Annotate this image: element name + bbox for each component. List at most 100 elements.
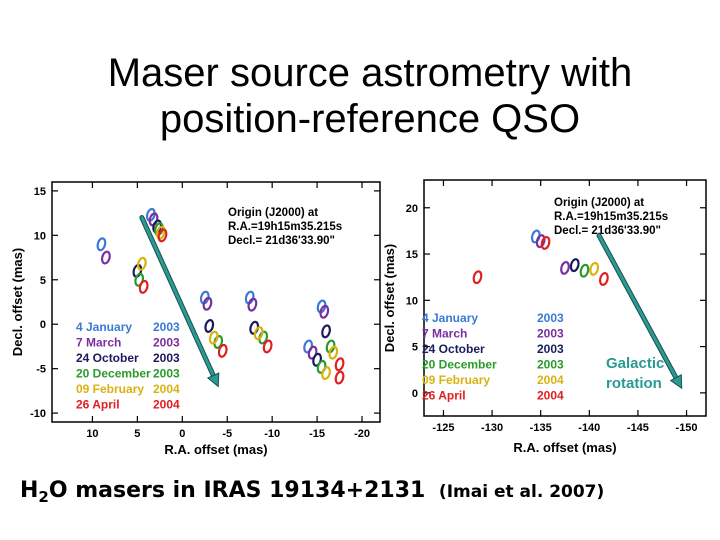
maser-spot-2004-02-09 [253,326,264,341]
legend-date: 4 January [422,311,478,325]
y-axis-label: Decl. offset (mas) [10,248,25,356]
maser-spot-2003-03-07 [247,297,258,312]
x-axis-label: R.A. offset (mas) [513,440,616,455]
plot-frame [51,181,381,423]
maser-spot-2004-04-26 [157,228,168,243]
maser-spot-2003-10-24 [204,319,215,333]
legend-year: 2003 [153,336,180,350]
legend-date: 7 March [76,336,121,350]
galactic-rotation-label: Galactic [606,355,664,372]
galactic-rotation-label: rotation [606,375,662,392]
legend-date: 20 December [76,367,151,381]
maser-spot-2004-04-26 [598,272,609,286]
y-tick-label: -5 [36,364,46,376]
x-tick-label: 10 [86,428,98,440]
maser-spot-2003-12-20 [579,263,590,278]
maser-spot-2003-03-07 [535,234,546,249]
maser-spot-2004-04-26 [138,279,149,294]
legend-date: 09 February [76,382,144,396]
legend-date: 09 February [422,373,490,387]
legend-date: 24 October [76,351,139,365]
maser-spot-2004-02-09 [589,261,600,276]
x-tick-label: -135 [530,422,552,434]
slide-title: Maser source astrometry with position-re… [40,50,700,142]
x-tick-label: -5 [222,428,232,440]
motion-arrow-shaft [597,234,678,380]
plot-frame [423,179,707,417]
y-axis-label: Decl. offset (mas) [382,244,397,352]
maser-spot-2004-04-26 [540,235,551,250]
x-tick-label: -145 [627,422,649,434]
legend-year: 2003 [537,327,564,341]
x-axis-label: R.A. offset (mas) [164,442,267,457]
legend-year: 2004 [153,398,180,412]
y-tick-label: 15 [406,249,418,261]
motion-arrow-head [669,374,683,390]
maser-spot-2003-03-07 [560,260,570,275]
y-tick-label: 0 [412,388,418,400]
x-tick-label: 0 [179,428,185,440]
maser-spot-2003-03-07 [307,345,318,360]
maser-spot-2003-03-07 [319,304,330,319]
legend-year: 2003 [537,342,564,356]
legend-year: 2003 [537,311,564,325]
maser-spot-2004-02-09 [328,345,339,360]
y-tick-label: 20 [406,203,418,215]
maser-spot-2004-02-09 [208,330,219,345]
x-tick-label: -125 [432,422,454,434]
maser-spot-2004-04-26 [262,339,273,354]
legend-year: 2004 [537,373,564,387]
caption-subscript: 2 [38,488,49,506]
legend-year: 2003 [153,351,180,365]
y-tick-label: 10 [34,230,46,242]
origin-text-line: R.A.=19h15m35.215s [554,211,668,223]
x-tick-label: -20 [354,428,370,440]
title-line-1: Maser source astrometry with [107,51,633,95]
legend-year: 2003 [153,367,180,381]
left-maser-plot: 10 5 0 -5 -10 -15 -20 15 10 5 0 -5 -10 R.A. offset (m… [10,181,381,457]
legend-date: 7 March [422,327,467,341]
figure-caption: H2O masers in IRAS 19134+2131 (Imai et a… [20,478,604,506]
origin-text-line: Decl.= 21d36'33.90" [228,235,335,247]
y-tick-label: 5 [40,275,46,287]
maser-spot-2003-10-24 [312,352,323,367]
y-tick-label: -10 [30,408,46,420]
x-tick-label: -140 [578,422,600,434]
x-tick-label: 5 [134,428,140,440]
maser-spot-2004-04-26 [334,370,345,385]
maser-spot-2003-03-07 [202,296,213,311]
origin-text-line: Origin (J2000) at [554,197,644,209]
legend-year: 2004 [537,389,564,403]
x-tick-label: -150 [676,422,698,434]
maser-spot-2003-10-24 [321,324,331,339]
motion-arrow-head [206,372,220,388]
caption-text: O masers in IRAS 19134+2131 [48,478,426,503]
origin-text-line: Decl.= 21d36'33.90" [554,225,661,237]
maser-spot-2004-02-09 [136,256,147,271]
origin-text-line: Origin (J2000) at [228,207,318,219]
x-tick-label: -130 [481,422,503,434]
origin-text-line: R.A.=19h15m35.215s [228,221,342,233]
y-tick-label: 0 [40,319,46,331]
maser-spot-2003-03-07 [101,250,111,265]
maser-spot-2003-12-20 [134,272,145,287]
y-tick-label: 15 [34,186,46,198]
maser-spot-2004-04-26 [472,270,483,285]
maser-spot-2004-04-26 [217,343,228,358]
maser-spot-2003-01-04 [96,237,107,252]
legend-year: 2004 [153,382,180,396]
caption-reference: (Imai et al. 2007) [438,482,605,502]
maser-spot-2003-10-24 [569,258,580,273]
legend-date: 26 April [422,389,466,403]
title-line-2: position-reference QSO [159,97,581,141]
legend-date: 26 April [76,398,120,412]
y-tick-label: 5 [412,342,418,354]
legend-date: 24 October [422,342,485,356]
maser-spot-2004-04-26 [334,357,345,372]
legend-year: 2003 [537,358,564,372]
motion-arrow-shaft [140,216,215,378]
right-maser-plot: -125 -130 -135 -140 -145 -150 20 15 10 5 0 R.A. off… [382,179,707,455]
legend-date: 4 January [76,320,132,334]
caption-h: H [20,478,39,503]
x-tick-label: -10 [264,428,280,440]
